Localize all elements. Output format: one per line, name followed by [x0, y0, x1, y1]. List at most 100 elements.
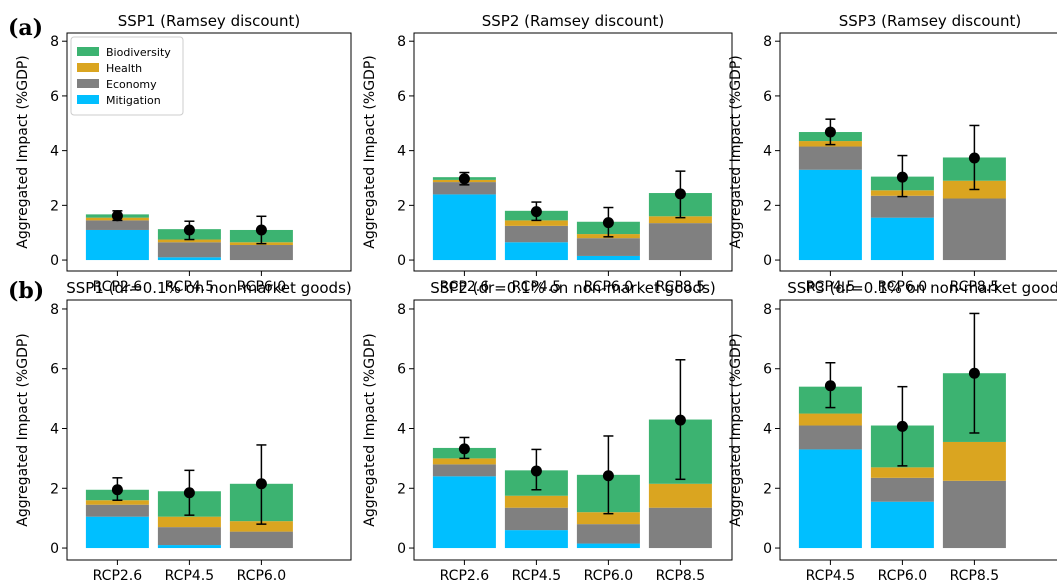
- y-axis-label: Aggregated Impact (%GDP): [728, 333, 744, 526]
- legend-swatch-biodiversity: [77, 47, 99, 56]
- mean-point: [968, 152, 980, 164]
- x-tick-label: RCP8.5: [950, 279, 1000, 295]
- bar-segment-mitigation: [504, 530, 568, 549]
- y-axis-label: Aggregated Impact (%GDP): [728, 55, 744, 248]
- mean-point: [824, 380, 836, 392]
- chart-panel: SSP1 (Ramsey discount) Aggregated Impact …: [15, 12, 352, 295]
- panel-letter-b: (b): [8, 278, 44, 304]
- y-tick-label: 4: [50, 144, 59, 160]
- x-tick-label: RCP4.5: [165, 279, 215, 295]
- bar-segment-economy: [229, 245, 293, 261]
- x-tick-label: RCP6.0: [237, 568, 287, 584]
- bar-segment-mitigation: [504, 242, 568, 261]
- bar-segment-health: [157, 516, 221, 528]
- x-tick-label: RCP4.5: [512, 568, 562, 584]
- bar-segment-economy: [798, 146, 862, 170]
- chart-title: SSP2 (Ramsey discount): [482, 12, 665, 30]
- chart-title: SSP3 (dr=0.1% on non-market goods): [787, 279, 1057, 297]
- plot-frame: [413, 299, 733, 561]
- bar-segment-economy: [504, 225, 568, 243]
- bar-segment-health: [798, 413, 862, 426]
- x-tick-label: RCP2.6: [440, 568, 490, 584]
- charts-grid: SSP1 (Ramsey discount) Aggregated Impact …: [15, 12, 1057, 584]
- y-tick-label: 4: [50, 422, 59, 438]
- bar-segment-economy: [432, 182, 496, 195]
- legend-swatch-health: [77, 63, 99, 72]
- x-tick-label: RCP6.0: [878, 279, 928, 295]
- y-axis-label: Aggregated Impact (%GDP): [15, 55, 31, 248]
- bar-segment-mitigation: [157, 545, 221, 549]
- bar-segment-health: [576, 512, 640, 525]
- bar-segment-economy: [576, 524, 640, 544]
- mean-point: [183, 224, 195, 236]
- mean-point: [255, 224, 267, 236]
- x-tick-label: RCP8.5: [950, 568, 1000, 584]
- chart-title: SSP1 (Ramsey discount): [118, 12, 301, 30]
- y-tick-label: 4: [763, 144, 772, 160]
- y-tick-label: 2: [397, 198, 406, 214]
- chart-title: SSP1 (dr=0.1% on non-market goods): [66, 279, 352, 297]
- bar-segment-economy: [576, 238, 640, 256]
- y-tick-label: 6: [763, 89, 772, 105]
- mean-point: [458, 173, 470, 185]
- bar-segment-economy: [157, 242, 221, 258]
- y-tick-label: 0: [397, 541, 406, 557]
- y-axis-label: Aggregated Impact (%GDP): [15, 333, 31, 526]
- mean-point: [111, 484, 123, 496]
- bar-segment-health: [85, 500, 149, 505]
- bar-segment-mitigation: [576, 255, 640, 261]
- y-tick-label: 2: [397, 481, 406, 497]
- mean-point: [968, 367, 980, 379]
- y-tick-label: 0: [50, 541, 59, 557]
- x-tick-label: RCP6.0: [237, 279, 287, 295]
- chart-title: SSP3 (Ramsey discount): [839, 12, 1022, 30]
- x-tick-label: RCP4.5: [512, 279, 562, 295]
- y-tick-label: 0: [50, 253, 59, 269]
- y-tick-label: 8: [397, 34, 406, 50]
- bar-segment-mitigation: [432, 476, 496, 549]
- mean-point: [183, 487, 195, 499]
- legend-label-mitigation: Mitigation: [106, 94, 161, 107]
- mean-point: [674, 188, 686, 200]
- mean-point: [602, 470, 614, 482]
- x-tick-label: RCP2.6: [93, 568, 143, 584]
- bar-segment-mitigation: [870, 501, 934, 549]
- bar-segment-health: [648, 483, 712, 508]
- bar-segment-economy: [942, 198, 1006, 261]
- y-axis-label: Aggregated Impact (%GDP): [362, 55, 378, 248]
- chart-title: SSP2 (dr=0.1% on non-market goods): [430, 279, 716, 297]
- y-tick-label: 0: [397, 253, 406, 269]
- y-tick-label: 4: [397, 422, 406, 438]
- chart-panel: SSP3 (dr=0.1% on non-market goods) Aggreg…: [728, 279, 1057, 584]
- panel-letter-a: (a): [8, 15, 43, 41]
- mean-point: [896, 171, 908, 183]
- legend-swatch-mitigation: [77, 95, 99, 104]
- bar-segment-health: [648, 216, 712, 224]
- bar-segment-mitigation: [576, 543, 640, 549]
- bar-segment-mitigation: [85, 229, 149, 261]
- bar-segment-health: [504, 220, 568, 226]
- x-tick-label: RCP8.5: [656, 279, 706, 295]
- mean-point: [458, 443, 470, 455]
- bar-segment-health: [870, 467, 934, 478]
- bar-segment-economy: [870, 477, 934, 502]
- mean-point: [602, 217, 614, 229]
- y-tick-label: 8: [397, 302, 406, 318]
- chart-panel: SSP1 (dr=0.1% on non-market goods) Aggreg…: [15, 279, 352, 584]
- x-tick-label: RCP2.6: [93, 279, 143, 295]
- bar-segment-mitigation: [798, 169, 862, 261]
- bar-segment-mitigation: [798, 449, 862, 549]
- x-tick-label: RCP6.0: [584, 568, 634, 584]
- legend-label-economy: Economy: [106, 78, 157, 91]
- bar-segment-health: [432, 458, 496, 465]
- plot-frame: [779, 299, 1057, 561]
- legend-swatch-economy: [77, 79, 99, 88]
- y-tick-label: 2: [763, 481, 772, 497]
- y-tick-label: 0: [763, 253, 772, 269]
- mean-point: [896, 420, 908, 432]
- y-tick-label: 6: [50, 362, 59, 378]
- bar-segment-economy: [798, 425, 862, 450]
- y-tick-label: 4: [763, 422, 772, 438]
- x-tick-label: RCP2.6: [440, 279, 490, 295]
- y-tick-label: 6: [397, 362, 406, 378]
